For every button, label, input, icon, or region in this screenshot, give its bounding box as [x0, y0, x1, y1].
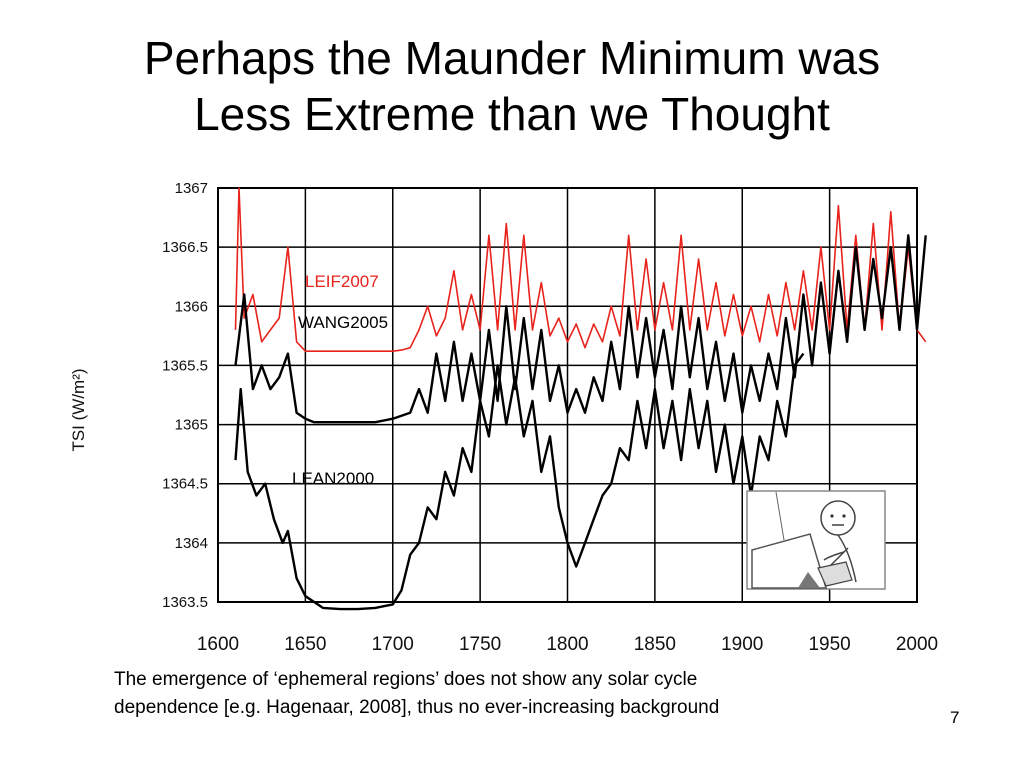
chart-series [234, 187, 927, 611]
x-tick-label: 1700 [372, 634, 414, 655]
series-line-leif2007 [234, 187, 927, 353]
series-label-wang2005: WANG2005 [298, 313, 388, 332]
x-tick-label: 1850 [634, 634, 676, 655]
caption: The emergence of ‘ephemeral regions’ doe… [114, 666, 944, 722]
y-tick-label: 1365 [175, 417, 208, 434]
y-tick-label: 1365.5 [162, 357, 208, 374]
series-label-leif2007: LEIF2007 [305, 272, 379, 291]
stick-figure-cartoon [746, 490, 886, 590]
y-tick-label: 1367 [175, 180, 208, 197]
caption-line-2: dependence [e.g. Hagenaar, 2008], thus n… [114, 697, 720, 718]
x-tick-label: 1900 [721, 634, 763, 655]
y-tick-label: 1364.5 [162, 476, 208, 493]
x-tick-label: 1950 [808, 634, 850, 655]
series-line-wang2005 [234, 234, 927, 424]
page-number: 7 [950, 708, 960, 727]
y-tick-label: 1366.5 [162, 239, 208, 256]
caption-line-1: The emergence of ‘ephemeral regions’ doe… [114, 669, 698, 690]
slide-title: Perhaps the Maunder Minimum was Less Ext… [0, 30, 1024, 142]
x-tick-label: 1600 [197, 634, 239, 655]
slide-title-line-2: Less Extreme than we Thought [194, 88, 830, 140]
slide-title-line-1: Perhaps the Maunder Minimum was [143, 32, 881, 84]
y-axis-label: TSI (W/m²) [69, 368, 88, 451]
series-label-lean2000: LEAN2000 [292, 469, 374, 488]
chart-ticks: 1600 1650 1700 1750 1800 1850 1900 1950 2000 1363… [162, 180, 938, 655]
y-tick-label: 1366 [175, 298, 208, 315]
x-tick-label: 1750 [459, 634, 501, 655]
y-tick-label: 1364 [175, 535, 208, 552]
y-tick-label: 1363.5 [162, 594, 208, 611]
x-tick-label: 2000 [896, 634, 938, 655]
x-tick-label: 1650 [284, 634, 326, 655]
series-line-lean2000 [234, 352, 805, 611]
plot-frame [217, 187, 918, 603]
x-tick-label: 1800 [546, 634, 588, 655]
